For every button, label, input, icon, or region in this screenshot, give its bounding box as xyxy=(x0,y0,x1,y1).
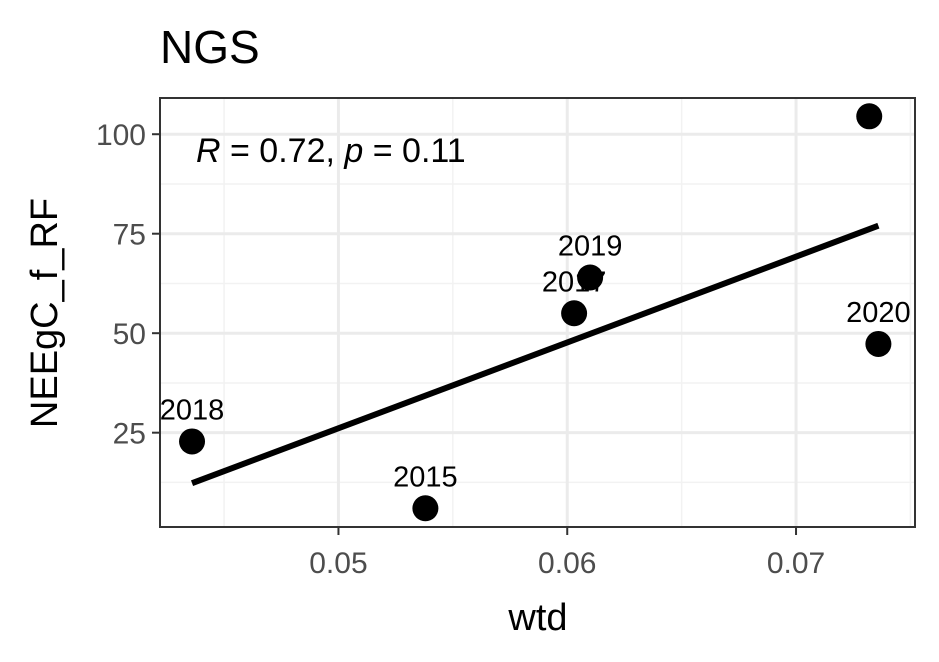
point-label: 2018 xyxy=(160,394,225,426)
major-gridlines xyxy=(160,98,915,527)
y-tick-label: 75 xyxy=(113,219,146,252)
p-value: = 0.11 xyxy=(363,132,465,170)
x-tick-label: 0.05 xyxy=(309,547,367,580)
data-point xyxy=(865,330,892,357)
r-symbol: R xyxy=(196,132,221,170)
x-axis-title: wtd xyxy=(507,597,567,639)
correlation-annotation: R = 0.72, p = 0.11 xyxy=(196,132,466,170)
y-tick-label: 100 xyxy=(96,119,146,152)
panel-border xyxy=(159,97,916,528)
x-axis-ticks: 0.05 0.06 0.07 xyxy=(309,527,825,580)
data-point xyxy=(561,300,588,327)
data-point xyxy=(856,103,883,130)
p-symbol: p xyxy=(343,132,363,170)
data-point xyxy=(577,264,604,291)
point-label: 2019 xyxy=(558,230,623,262)
y-axis-title: NEEgC_f_RF xyxy=(24,198,66,428)
minor-gridlines xyxy=(160,98,915,527)
point-label: 2017 xyxy=(542,266,607,298)
chart-title: NGS xyxy=(160,21,260,73)
point-label: 2020 xyxy=(846,297,911,329)
x-tick-label: 0.06 xyxy=(538,547,596,580)
data-point xyxy=(412,495,439,522)
y-axis-ticks: 25 50 75 100 xyxy=(96,119,160,451)
x-tick-label: 0.07 xyxy=(767,547,825,580)
r-value: = 0.72, xyxy=(221,132,345,170)
data-point xyxy=(179,428,206,455)
data-points xyxy=(179,103,892,522)
point-labels: 2018 2015 2017 2019 2020 xyxy=(160,230,911,493)
regression-line xyxy=(190,222,880,487)
point-label: 2015 xyxy=(393,461,458,493)
y-tick-label: 50 xyxy=(113,318,146,351)
y-tick-label: 25 xyxy=(113,418,146,451)
